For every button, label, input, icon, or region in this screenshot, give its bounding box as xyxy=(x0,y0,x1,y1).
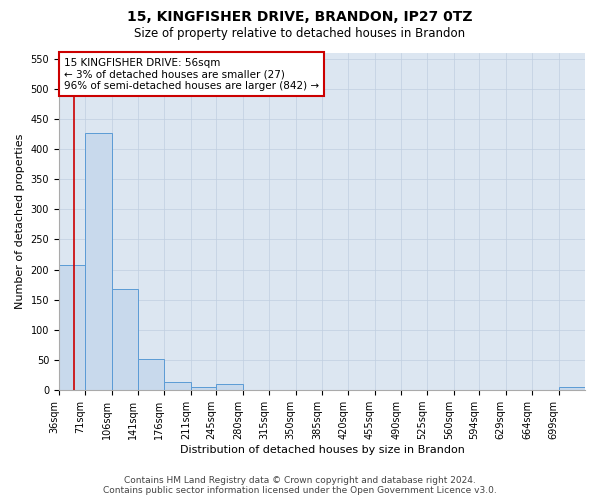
Bar xyxy=(112,289,138,390)
Bar xyxy=(217,384,243,390)
Bar xyxy=(191,386,217,390)
X-axis label: Distribution of detached houses by size in Brandon: Distribution of detached houses by size … xyxy=(179,445,464,455)
Text: Size of property relative to detached houses in Brandon: Size of property relative to detached ho… xyxy=(134,28,466,40)
Bar xyxy=(138,359,164,390)
Text: Contains HM Land Registry data © Crown copyright and database right 2024.
Contai: Contains HM Land Registry data © Crown c… xyxy=(103,476,497,495)
Y-axis label: Number of detached properties: Number of detached properties xyxy=(15,134,25,309)
Bar xyxy=(164,382,191,390)
Bar xyxy=(85,132,112,390)
Bar xyxy=(59,266,85,390)
Text: 15 KINGFISHER DRIVE: 56sqm
← 3% of detached houses are smaller (27)
96% of semi-: 15 KINGFISHER DRIVE: 56sqm ← 3% of detac… xyxy=(64,58,319,91)
Text: 15, KINGFISHER DRIVE, BRANDON, IP27 0TZ: 15, KINGFISHER DRIVE, BRANDON, IP27 0TZ xyxy=(127,10,473,24)
Bar xyxy=(559,387,585,390)
